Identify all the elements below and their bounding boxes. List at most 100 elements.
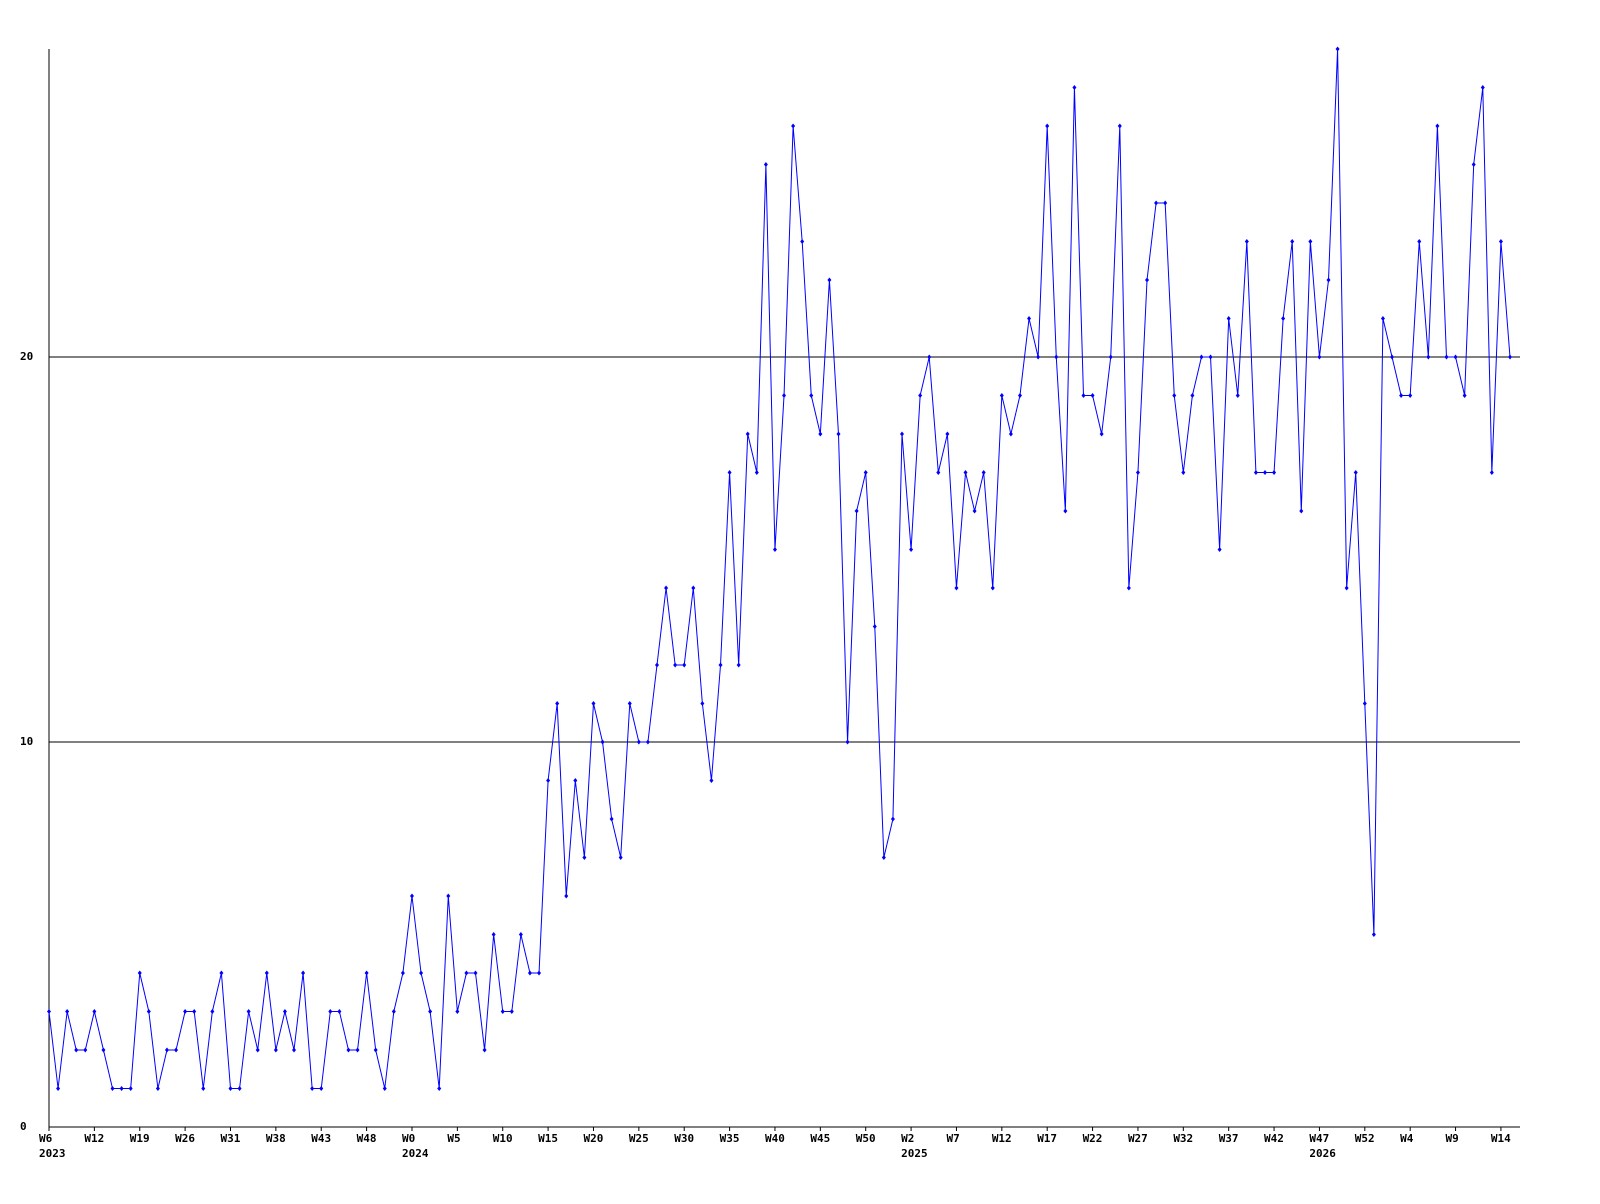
point <box>255 1047 260 1053</box>
point <box>927 354 932 360</box>
point <box>137 970 142 976</box>
x-tick-label: W7 <box>946 1132 959 1145</box>
point <box>1462 393 1467 398</box>
point <box>1308 239 1313 244</box>
point <box>1335 46 1340 52</box>
x-tick-label: W45 <box>810 1132 830 1145</box>
point <box>273 1047 278 1053</box>
x-tick-label: W14 <box>1491 1132 1511 1145</box>
point <box>881 855 886 860</box>
point <box>409 893 414 899</box>
point <box>827 277 832 283</box>
x-tick-label: W47 <box>1309 1132 1329 1145</box>
point <box>727 470 732 475</box>
point <box>1353 470 1358 475</box>
point <box>237 1086 242 1091</box>
point <box>1371 932 1376 937</box>
point <box>391 1009 396 1014</box>
point <box>555 701 560 706</box>
point <box>1163 200 1168 206</box>
x-tick-label: W12 <box>84 1132 104 1145</box>
y-tick-label: 0 <box>20 1120 27 1133</box>
point <box>155 1086 160 1091</box>
point <box>1154 200 1159 206</box>
x-tick-label: W15 <box>538 1132 558 1145</box>
point <box>963 470 968 475</box>
point <box>128 1086 133 1091</box>
x-tick-label: W42 <box>1264 1132 1284 1145</box>
point <box>736 662 741 668</box>
point <box>110 1086 115 1091</box>
point <box>573 778 578 783</box>
point <box>419 970 424 976</box>
point <box>854 508 859 514</box>
point <box>745 431 750 437</box>
point <box>400 970 405 976</box>
point <box>918 393 923 398</box>
point <box>1090 393 1095 398</box>
point <box>809 393 814 398</box>
point <box>1181 470 1186 475</box>
point <box>1208 354 1213 360</box>
point <box>1226 316 1231 321</box>
x-tick-label: W40 <box>765 1132 785 1145</box>
x-tick-label: W43 <box>311 1132 331 1145</box>
point <box>791 123 796 129</box>
point <box>192 1009 197 1014</box>
point <box>119 1086 124 1091</box>
point <box>654 662 659 668</box>
point <box>1326 277 1331 283</box>
point <box>210 1009 215 1014</box>
point <box>464 970 469 976</box>
point <box>282 1009 287 1014</box>
point <box>836 431 841 437</box>
point <box>509 1009 514 1014</box>
x-tick-label: W17 <box>1037 1132 1057 1145</box>
point <box>1135 470 1140 475</box>
point <box>1054 354 1059 360</box>
point <box>455 1009 460 1014</box>
y-tick-label: 20 <box>20 350 33 363</box>
point <box>972 508 977 514</box>
x-tick-label: W37 <box>1219 1132 1239 1145</box>
point <box>945 431 950 437</box>
point <box>709 778 714 783</box>
x-tick-label: W22 <box>1083 1132 1103 1145</box>
x-tick-label: W12 <box>992 1132 1012 1145</box>
point <box>1417 239 1422 244</box>
point <box>645 739 650 745</box>
point <box>782 393 787 398</box>
point <box>1480 85 1485 90</box>
point <box>673 662 678 668</box>
point <box>382 1086 387 1091</box>
point <box>718 662 723 668</box>
point <box>763 162 768 167</box>
x-tick-label: W27 <box>1128 1132 1148 1145</box>
point <box>446 893 451 899</box>
x-tick-label: W2 <box>901 1132 914 1145</box>
point <box>527 970 532 976</box>
point <box>1253 470 1258 475</box>
point <box>954 585 959 591</box>
point <box>1435 123 1440 129</box>
point <box>346 1047 351 1053</box>
point <box>473 970 478 976</box>
point <box>1399 393 1404 398</box>
point <box>74 1047 79 1053</box>
point <box>328 1009 333 1014</box>
point <box>990 585 995 591</box>
point <box>1244 239 1249 244</box>
point <box>1290 239 1295 244</box>
point <box>1272 470 1277 475</box>
point <box>863 470 868 475</box>
point <box>146 1009 151 1014</box>
point <box>1281 316 1286 321</box>
x-year-label: 2026 <box>1309 1147 1336 1160</box>
point <box>999 393 1004 398</box>
point <box>1072 85 1077 90</box>
point <box>101 1047 106 1053</box>
point <box>664 585 669 591</box>
point <box>1380 316 1385 321</box>
x-tick-label: W48 <box>357 1132 377 1145</box>
